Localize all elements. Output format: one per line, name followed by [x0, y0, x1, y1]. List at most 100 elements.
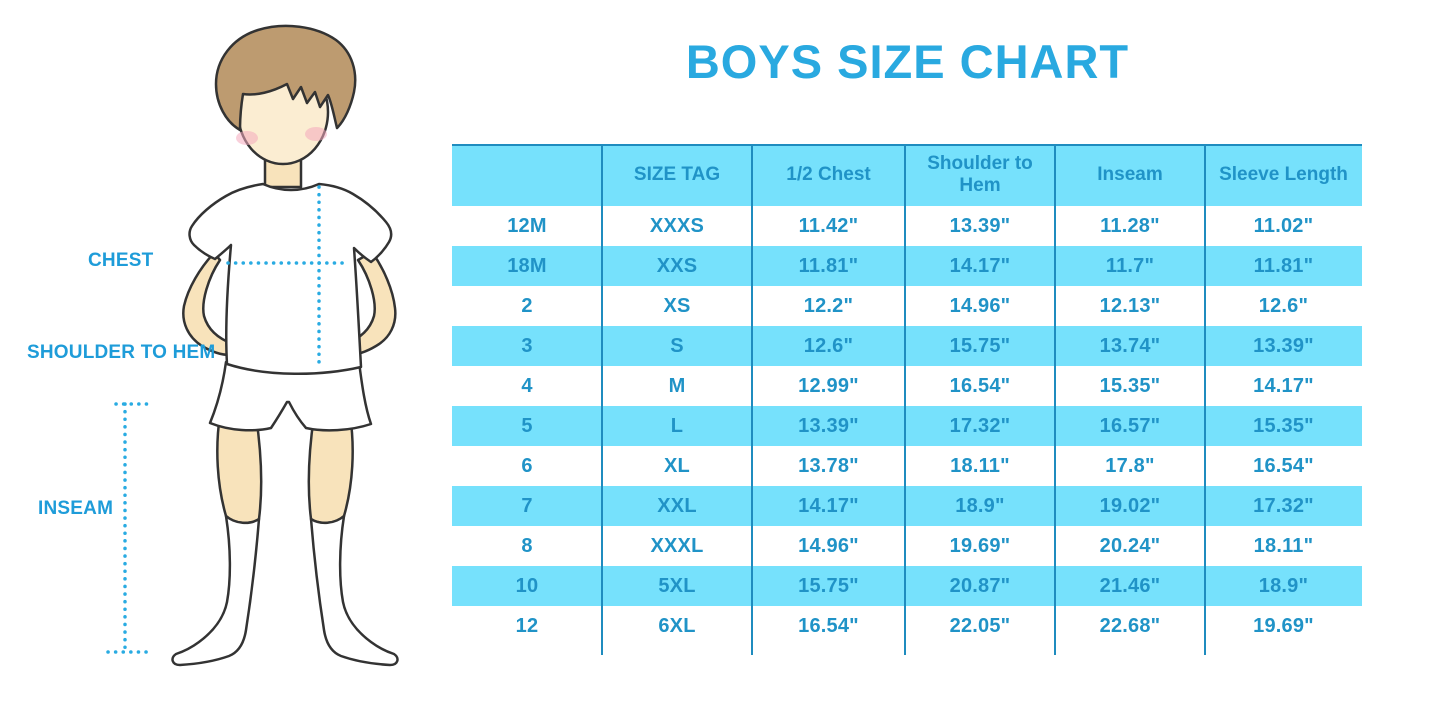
- table-cell: 13.74": [1099, 334, 1161, 357]
- table-cell: 11.81": [1253, 254, 1314, 277]
- table-cell: 5: [521, 414, 533, 437]
- table-cell: 18.9": [1258, 574, 1309, 597]
- table-cell: 4: [521, 374, 533, 397]
- table-cell: 11.02": [1253, 214, 1314, 237]
- table-cell: 6: [521, 454, 533, 477]
- table-cell: 21.46": [1099, 574, 1161, 597]
- table-row: 2 XS 12.2" 14.96" 12.13" 12.6": [452, 286, 1362, 326]
- page-title: BOYS SIZE CHART: [685, 35, 1130, 88]
- boy-left-sock: [171, 514, 261, 667]
- table-cell: 12.6": [1258, 294, 1309, 317]
- inseam-label: INSEAM: [38, 498, 114, 519]
- table-cell: XS: [663, 294, 691, 317]
- table-cell: 19.02": [1099, 494, 1161, 517]
- column-divider: [904, 144, 906, 655]
- table-cell: 16.57": [1099, 414, 1161, 437]
- table-cell: 3: [521, 334, 533, 357]
- table-top-border: [452, 144, 1362, 146]
- column-divider: [1204, 144, 1206, 655]
- boy-tshirt: [188, 182, 393, 375]
- table-row: 12 6XL 16.54" 22.05" 22.68" 19.69": [452, 606, 1362, 646]
- table-cell: 18M: [507, 254, 547, 277]
- table-cell: S: [670, 334, 684, 357]
- table-cell: 17.32": [949, 414, 1011, 437]
- table-cell: 16.54": [1253, 454, 1314, 477]
- table-cell: 12: [515, 614, 539, 637]
- column-header-size: [452, 144, 602, 206]
- table-body: 12M XXXS 11.42" 13.39" 11.28" 11.02" 18M XXS 11.…: [452, 206, 1362, 646]
- table-cell: 5XL: [658, 574, 696, 597]
- table-header-row: SIZE TAG 1/2 Chest Shoulder to Hem Insea…: [452, 144, 1362, 206]
- chest-label: CHEST: [88, 250, 154, 271]
- table-cell: 19.69": [949, 534, 1011, 557]
- column-header-size-tag: SIZE TAG: [633, 164, 721, 186]
- table-cell: 18.11": [950, 454, 1010, 477]
- table-row: 12M XXXS 11.42" 13.39" 11.28" 11.02": [452, 206, 1362, 246]
- table-cell: 13.39": [798, 414, 859, 437]
- table-cell: 17.32": [1253, 494, 1314, 517]
- table-cell: XXL: [657, 494, 697, 517]
- blush-right: [305, 127, 327, 141]
- table-cell: 14.96": [949, 294, 1011, 317]
- table-cell: 22.68": [1099, 614, 1161, 637]
- table-cell: 2: [521, 294, 533, 317]
- table-row: 3 S 12.6" 15.75" 13.74" 13.39": [452, 326, 1362, 366]
- table-cell: 12.6": [803, 334, 854, 357]
- boy-hair: [214, 24, 357, 132]
- table-cell: L: [670, 414, 684, 437]
- column-header-sleeve-length: Sleeve Length: [1219, 164, 1348, 186]
- table-cell: 20.24": [1099, 534, 1161, 557]
- table-cell: 8: [521, 534, 533, 557]
- table-cell: 14.17": [949, 254, 1011, 277]
- column-header-shoulder-to-hem: Shoulder to Hem: [927, 153, 1033, 196]
- blush-left: [236, 131, 258, 145]
- table-cell: 14.17": [1253, 374, 1314, 397]
- column-divider: [1054, 144, 1056, 655]
- table-cell: 22.05": [949, 614, 1011, 637]
- table-cell: 12.99": [798, 374, 859, 397]
- size-chart-table: SIZE TAG 1/2 Chest Shoulder to Hem Insea…: [452, 144, 1362, 655]
- table-cell: 16.54": [798, 614, 859, 637]
- table-row: 5 L 13.39" 17.32" 16.57" 15.35": [452, 406, 1362, 446]
- table-cell: XXXL: [650, 534, 704, 557]
- table-cell: 13.39": [1253, 334, 1314, 357]
- column-header-half-chest: 1/2 Chest: [786, 164, 871, 186]
- boy-right-sock: [309, 514, 399, 667]
- table-cell: 6XL: [658, 614, 696, 637]
- table-cell: 16.54": [949, 374, 1011, 397]
- column-divider: [751, 144, 753, 655]
- table-row: 10 5XL 15.75" 20.87" 21.46" 18.9": [452, 566, 1362, 606]
- table-cell: 15.35": [1099, 374, 1161, 397]
- boy-figure-illustration: [106, 24, 399, 667]
- table-cell: 15.75": [949, 334, 1011, 357]
- shoulder-to-hem-label: SHOULDER TO HEM: [27, 342, 216, 363]
- column-header-inseam: Inseam: [1097, 164, 1163, 186]
- table-row: 4 M 12.99" 16.54" 15.35" 14.17": [452, 366, 1362, 406]
- table-cell: XXXS: [649, 214, 705, 237]
- table-cell: 10: [515, 574, 539, 597]
- table-cell: 12M: [507, 214, 547, 237]
- table-row: 8 XXXL 14.96" 19.69" 20.24" 18.11": [452, 526, 1362, 566]
- boy-left-arm: [182, 251, 235, 357]
- table-cell: XL: [664, 454, 690, 477]
- column-divider: [601, 144, 603, 655]
- table-cell: M: [668, 374, 686, 397]
- table-cell: XXS: [656, 254, 698, 277]
- table-cell: 18.11": [1253, 534, 1314, 557]
- table-cell: 17.8": [1105, 454, 1155, 477]
- table-cell: 11.42": [798, 214, 859, 237]
- table-cell: 20.87": [949, 574, 1011, 597]
- table-cell: 12.2": [803, 294, 854, 317]
- table-cell: 13.39": [949, 214, 1011, 237]
- table-cell: 7: [521, 494, 533, 517]
- table-cell: 11.28": [1100, 214, 1160, 237]
- table-cell: 11.81": [798, 254, 859, 277]
- table-cell: 19.69": [1253, 614, 1314, 637]
- table-row: 6 XL 13.78" 18.11" 17.8" 16.54": [452, 446, 1362, 486]
- table-row: 7 XXL 14.17" 18.9" 19.02" 17.32": [452, 486, 1362, 526]
- table-row: 18M XXS 11.81" 14.17" 11.7" 11.81": [452, 246, 1362, 286]
- table-cell: 14.96": [798, 534, 859, 557]
- table-cell: 12.13": [1099, 294, 1161, 317]
- table-cell: 15.35": [1253, 414, 1314, 437]
